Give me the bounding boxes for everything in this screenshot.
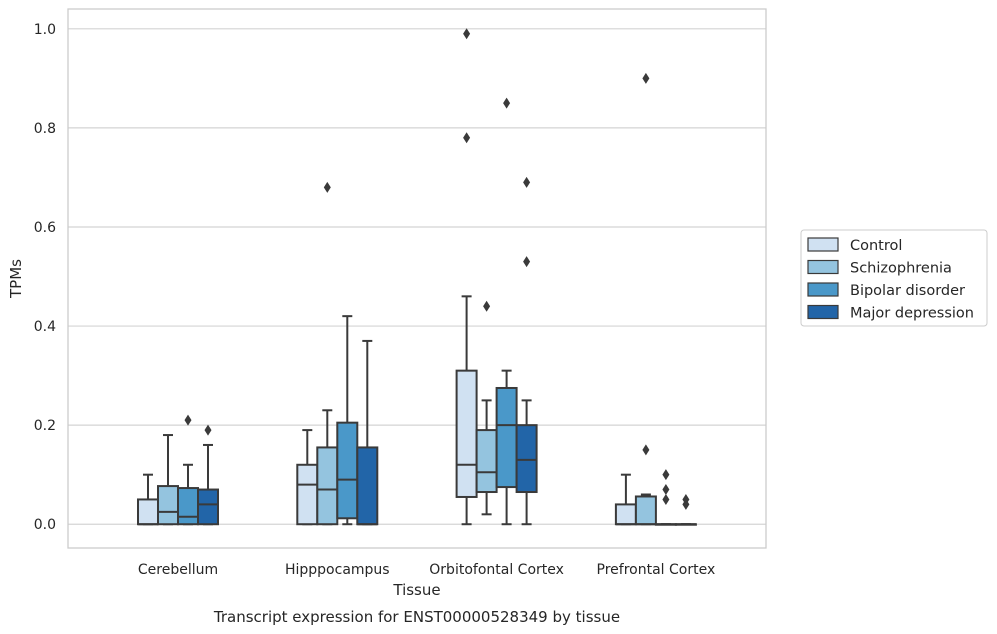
series-control xyxy=(137,28,637,526)
chart-caption: Transcript expression for ENST0000052834… xyxy=(213,608,620,626)
outlier-point xyxy=(323,181,331,193)
legend-swatch xyxy=(807,282,839,297)
legend-swatch xyxy=(807,259,839,275)
outlier-point xyxy=(682,493,690,505)
box xyxy=(634,72,657,526)
legend-label: Control xyxy=(850,238,902,254)
box-iqr xyxy=(356,446,379,526)
y-tick-label: 0.4 xyxy=(34,319,56,335)
legend: Control Schizophrenia Bipolar disorder Majo… xyxy=(800,229,988,327)
box xyxy=(654,469,677,526)
box-iqr xyxy=(197,488,219,526)
box-iqr xyxy=(634,495,657,526)
box xyxy=(336,315,359,526)
box-series xyxy=(137,28,697,526)
x-tick-label: Orbitofontal Cortex xyxy=(429,562,564,578)
legend-label: Schizophrenia xyxy=(850,261,952,277)
box xyxy=(356,339,379,526)
box xyxy=(515,176,538,526)
box xyxy=(495,97,518,526)
y-tick-label: 0.8 xyxy=(34,121,56,137)
legend-items: Control Schizophrenia Bipolar disorder Majo… xyxy=(807,237,974,322)
box xyxy=(455,28,478,526)
box-iqr xyxy=(614,503,637,526)
box-iqr xyxy=(495,386,518,489)
legend-item: Bipolar disorder xyxy=(807,282,965,299)
box xyxy=(157,434,179,526)
series-bipolar-disorder xyxy=(177,97,677,526)
box-iqr xyxy=(336,421,359,520)
outlier-point xyxy=(463,28,471,40)
box xyxy=(674,493,697,526)
grid-lines xyxy=(68,28,766,525)
box-iqr xyxy=(455,369,478,498)
legend-item: Control xyxy=(807,237,902,254)
x-axis-title: Tissue xyxy=(392,581,440,599)
outlier-point xyxy=(662,484,670,496)
outlier-point xyxy=(523,176,531,188)
box-iqr xyxy=(515,424,538,494)
plot-frame xyxy=(67,8,767,549)
box xyxy=(137,473,159,526)
box-iqr xyxy=(157,485,179,526)
x-tick-labels: Cerebellum Hipppocampus Orbitofontal Corte… xyxy=(138,562,715,578)
series-major-depression xyxy=(197,176,697,526)
box xyxy=(316,181,339,526)
y-tick-label: 1.0 xyxy=(34,22,56,38)
legend-label: Major depression xyxy=(850,306,974,322)
box xyxy=(614,473,637,526)
outlier-point xyxy=(483,300,491,312)
x-tick-label: Prefrontal Cortex xyxy=(597,562,716,578)
legend-swatch xyxy=(807,237,839,252)
y-tick-label: 0.0 xyxy=(34,517,56,533)
series-schizophrenia xyxy=(157,72,657,526)
box-iqr xyxy=(137,498,159,526)
legend-item: Major depression xyxy=(807,304,974,322)
x-tick-label: Hipppocampus xyxy=(285,562,390,578)
box xyxy=(197,424,219,526)
outlier-point xyxy=(503,97,511,109)
x-tick-label: Cerebellum xyxy=(138,562,218,578)
legend-label: Bipolar disorder xyxy=(850,283,965,299)
box xyxy=(296,429,319,526)
y-tick-label: 0.2 xyxy=(34,418,56,434)
outlier-point xyxy=(642,72,650,84)
outlier-point xyxy=(662,493,670,505)
outlier-point xyxy=(642,444,650,456)
outlier-point xyxy=(662,469,670,481)
box-iqr xyxy=(296,463,319,526)
box-iqr xyxy=(475,429,498,494)
legend-frame xyxy=(800,229,988,327)
outlier-point xyxy=(184,414,192,426)
outlier-point xyxy=(523,256,531,268)
outlier-point xyxy=(204,424,212,436)
y-axis-title: TPMs xyxy=(7,259,25,299)
outlier-point xyxy=(463,132,471,144)
box xyxy=(177,414,199,526)
box xyxy=(475,300,498,516)
legend-item: Schizophrenia xyxy=(807,259,952,277)
y-tick-label: 0.6 xyxy=(34,220,56,236)
legend-swatch xyxy=(807,304,839,320)
box-iqr xyxy=(177,487,199,526)
box-iqr xyxy=(316,446,339,526)
y-tick-labels: 0.0 0.2 0.4 0.6 0.8 1.0 xyxy=(34,22,56,533)
